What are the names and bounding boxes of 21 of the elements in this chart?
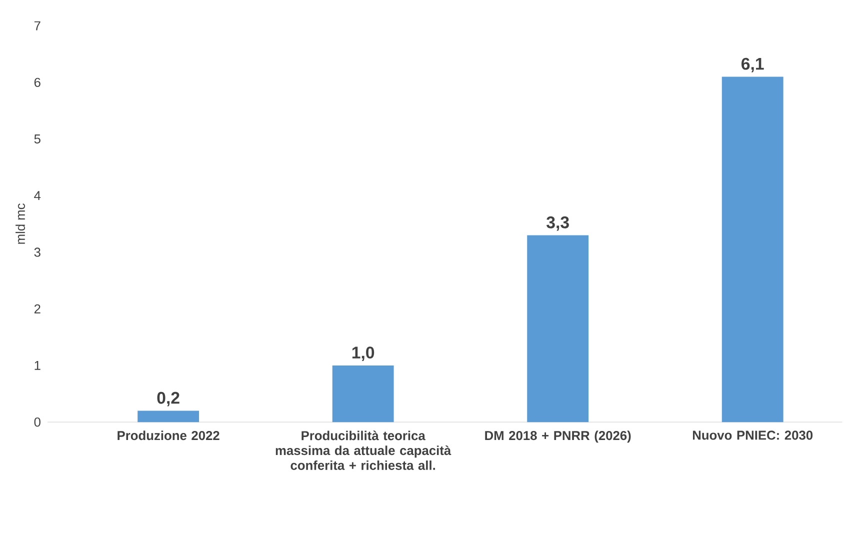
y-tick-label: 4 bbox=[34, 191, 41, 200]
data-label: 6,1 bbox=[742, 58, 764, 72]
y-tick-label: 6 bbox=[34, 78, 40, 87]
y-axis-title: mld mc bbox=[16, 204, 26, 244]
y-tick-label: 5 bbox=[34, 134, 40, 144]
y-tick-label: 0 bbox=[34, 418, 40, 427]
data-label: 3,3 bbox=[546, 216, 569, 231]
x-tick-label: Produzione 2022 bbox=[118, 430, 220, 440]
data-label: 1,0 bbox=[352, 346, 374, 361]
bar bbox=[138, 410, 200, 422]
x-tick-label: Producibilità teorica massima da attuale capacità conferita + richiesta all. bbox=[276, 430, 452, 470]
y-tick-label: 1 bbox=[34, 361, 40, 370]
x-tick-label: DM 2018 + PNRR (2026) bbox=[485, 430, 631, 443]
y-tick-label: 7 bbox=[34, 21, 40, 30]
bar bbox=[722, 76, 784, 422]
x-tick-label: Nuovo PNIEC: 2030 bbox=[692, 430, 813, 440]
data-label: 0,2 bbox=[157, 392, 180, 406]
y-tick-label: 3 bbox=[34, 248, 40, 257]
y-tick-label: 2 bbox=[34, 304, 40, 314]
bar bbox=[527, 235, 589, 422]
bar bbox=[332, 365, 394, 422]
